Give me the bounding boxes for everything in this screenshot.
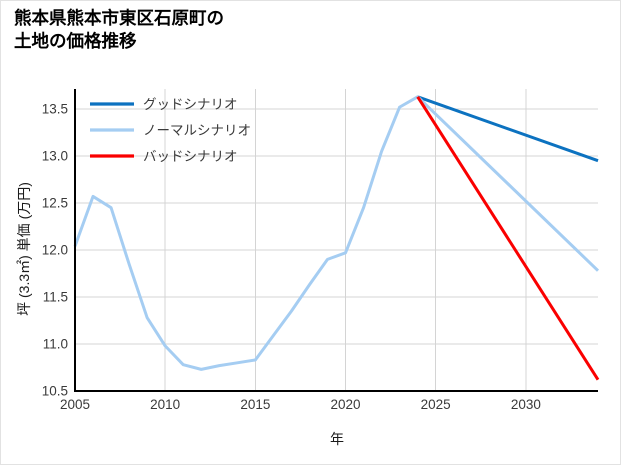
x-axis-tick-labels: 2005 2010 2015 2020 2025 2030 [60,397,541,412]
y-tick-label: 12.0 [42,243,68,258]
y-tick-label: 11.5 [43,290,68,305]
y-tick-label: 13.5 [42,102,68,117]
y-tick-label: 12.5 [42,196,68,211]
series-line [73,95,600,371]
y-tick-label: 11.0 [43,337,68,352]
x-axis-title: 年 [330,431,344,447]
series-line [416,95,600,381]
series-line [417,95,599,163]
x-tick-label: 2005 [60,397,90,412]
y-tick-label: 13.0 [42,149,68,164]
legend-label: グッドシナリオ [143,97,238,112]
x-tick-label: 2015 [240,397,270,412]
y-tick-label: 10.5 [42,384,68,399]
chart-title: 熊本県熊本市東区石原町の 土地の価格推移 [14,8,224,52]
legend-label: バッドシナリオ [143,149,238,164]
data-series-group [73,95,600,381]
axis-spines [73,89,598,393]
x-tick-label: 2010 [150,397,180,412]
x-tick-label: 2030 [511,397,541,412]
x-tick-label: 2020 [330,397,360,412]
x-tick-label: 2025 [421,397,451,412]
y-axis-title: 坪 (3.3㎡) 単価 (万円) [16,182,32,316]
y-axis-tick-labels: 10.5 11.0 11.5 12.0 12.5 13.0 13.5 [42,102,68,399]
legend-label: ノーマルシナリオ [143,123,251,138]
